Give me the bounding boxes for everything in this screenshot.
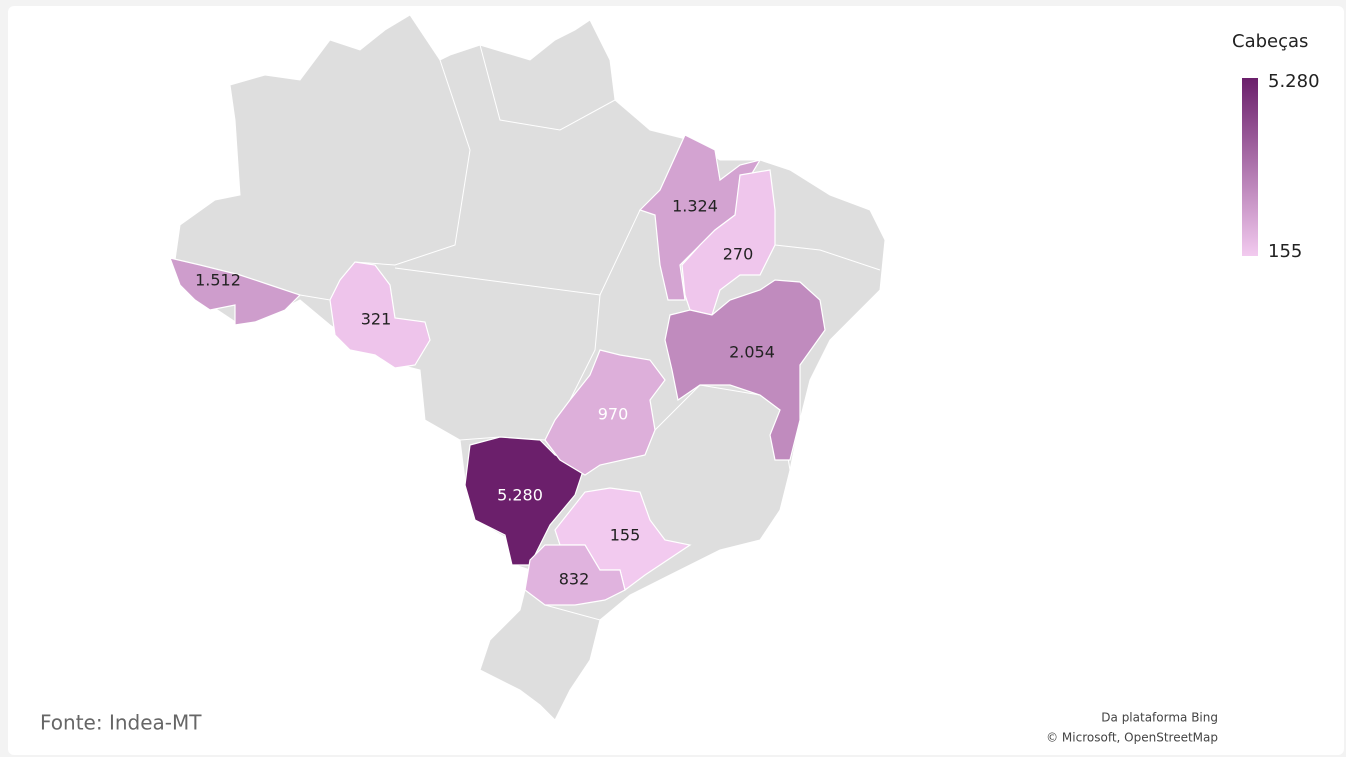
region — [544, 349, 666, 476]
source: Fonte: Indea-MT — [40, 711, 202, 735]
value-label: 1.324 — [672, 197, 718, 216]
value-label: 321 — [361, 310, 392, 329]
legend-scale — [1242, 78, 1258, 256]
value-label: 832 — [559, 570, 590, 589]
attribution: © Microsoft, OpenStreetMap — [1046, 731, 1218, 745]
legend-title: Cabeças — [1232, 31, 1308, 52]
border — [479, 44, 616, 131]
border — [544, 589, 641, 621]
border — [774, 244, 881, 271]
value-label: 970 — [598, 405, 629, 424]
legend-tick-label: 155 — [1268, 241, 1302, 262]
region — [464, 436, 586, 566]
value-label: 270 — [723, 245, 754, 264]
region — [329, 261, 431, 369]
region — [664, 279, 826, 461]
region — [169, 257, 302, 326]
value-label: 5.280 — [497, 486, 543, 505]
attribution: Da plataforma Bing — [1101, 711, 1218, 725]
regions — [169, 134, 826, 606]
legend-tick-label: 5.280 — [1268, 71, 1320, 92]
value-label: 2.054 — [729, 343, 775, 362]
value-label: 1.512 — [195, 271, 241, 290]
region — [524, 544, 626, 606]
legend-ticks: 5.280 155 — [1268, 71, 1320, 262]
value-label: 155 — [610, 526, 641, 545]
